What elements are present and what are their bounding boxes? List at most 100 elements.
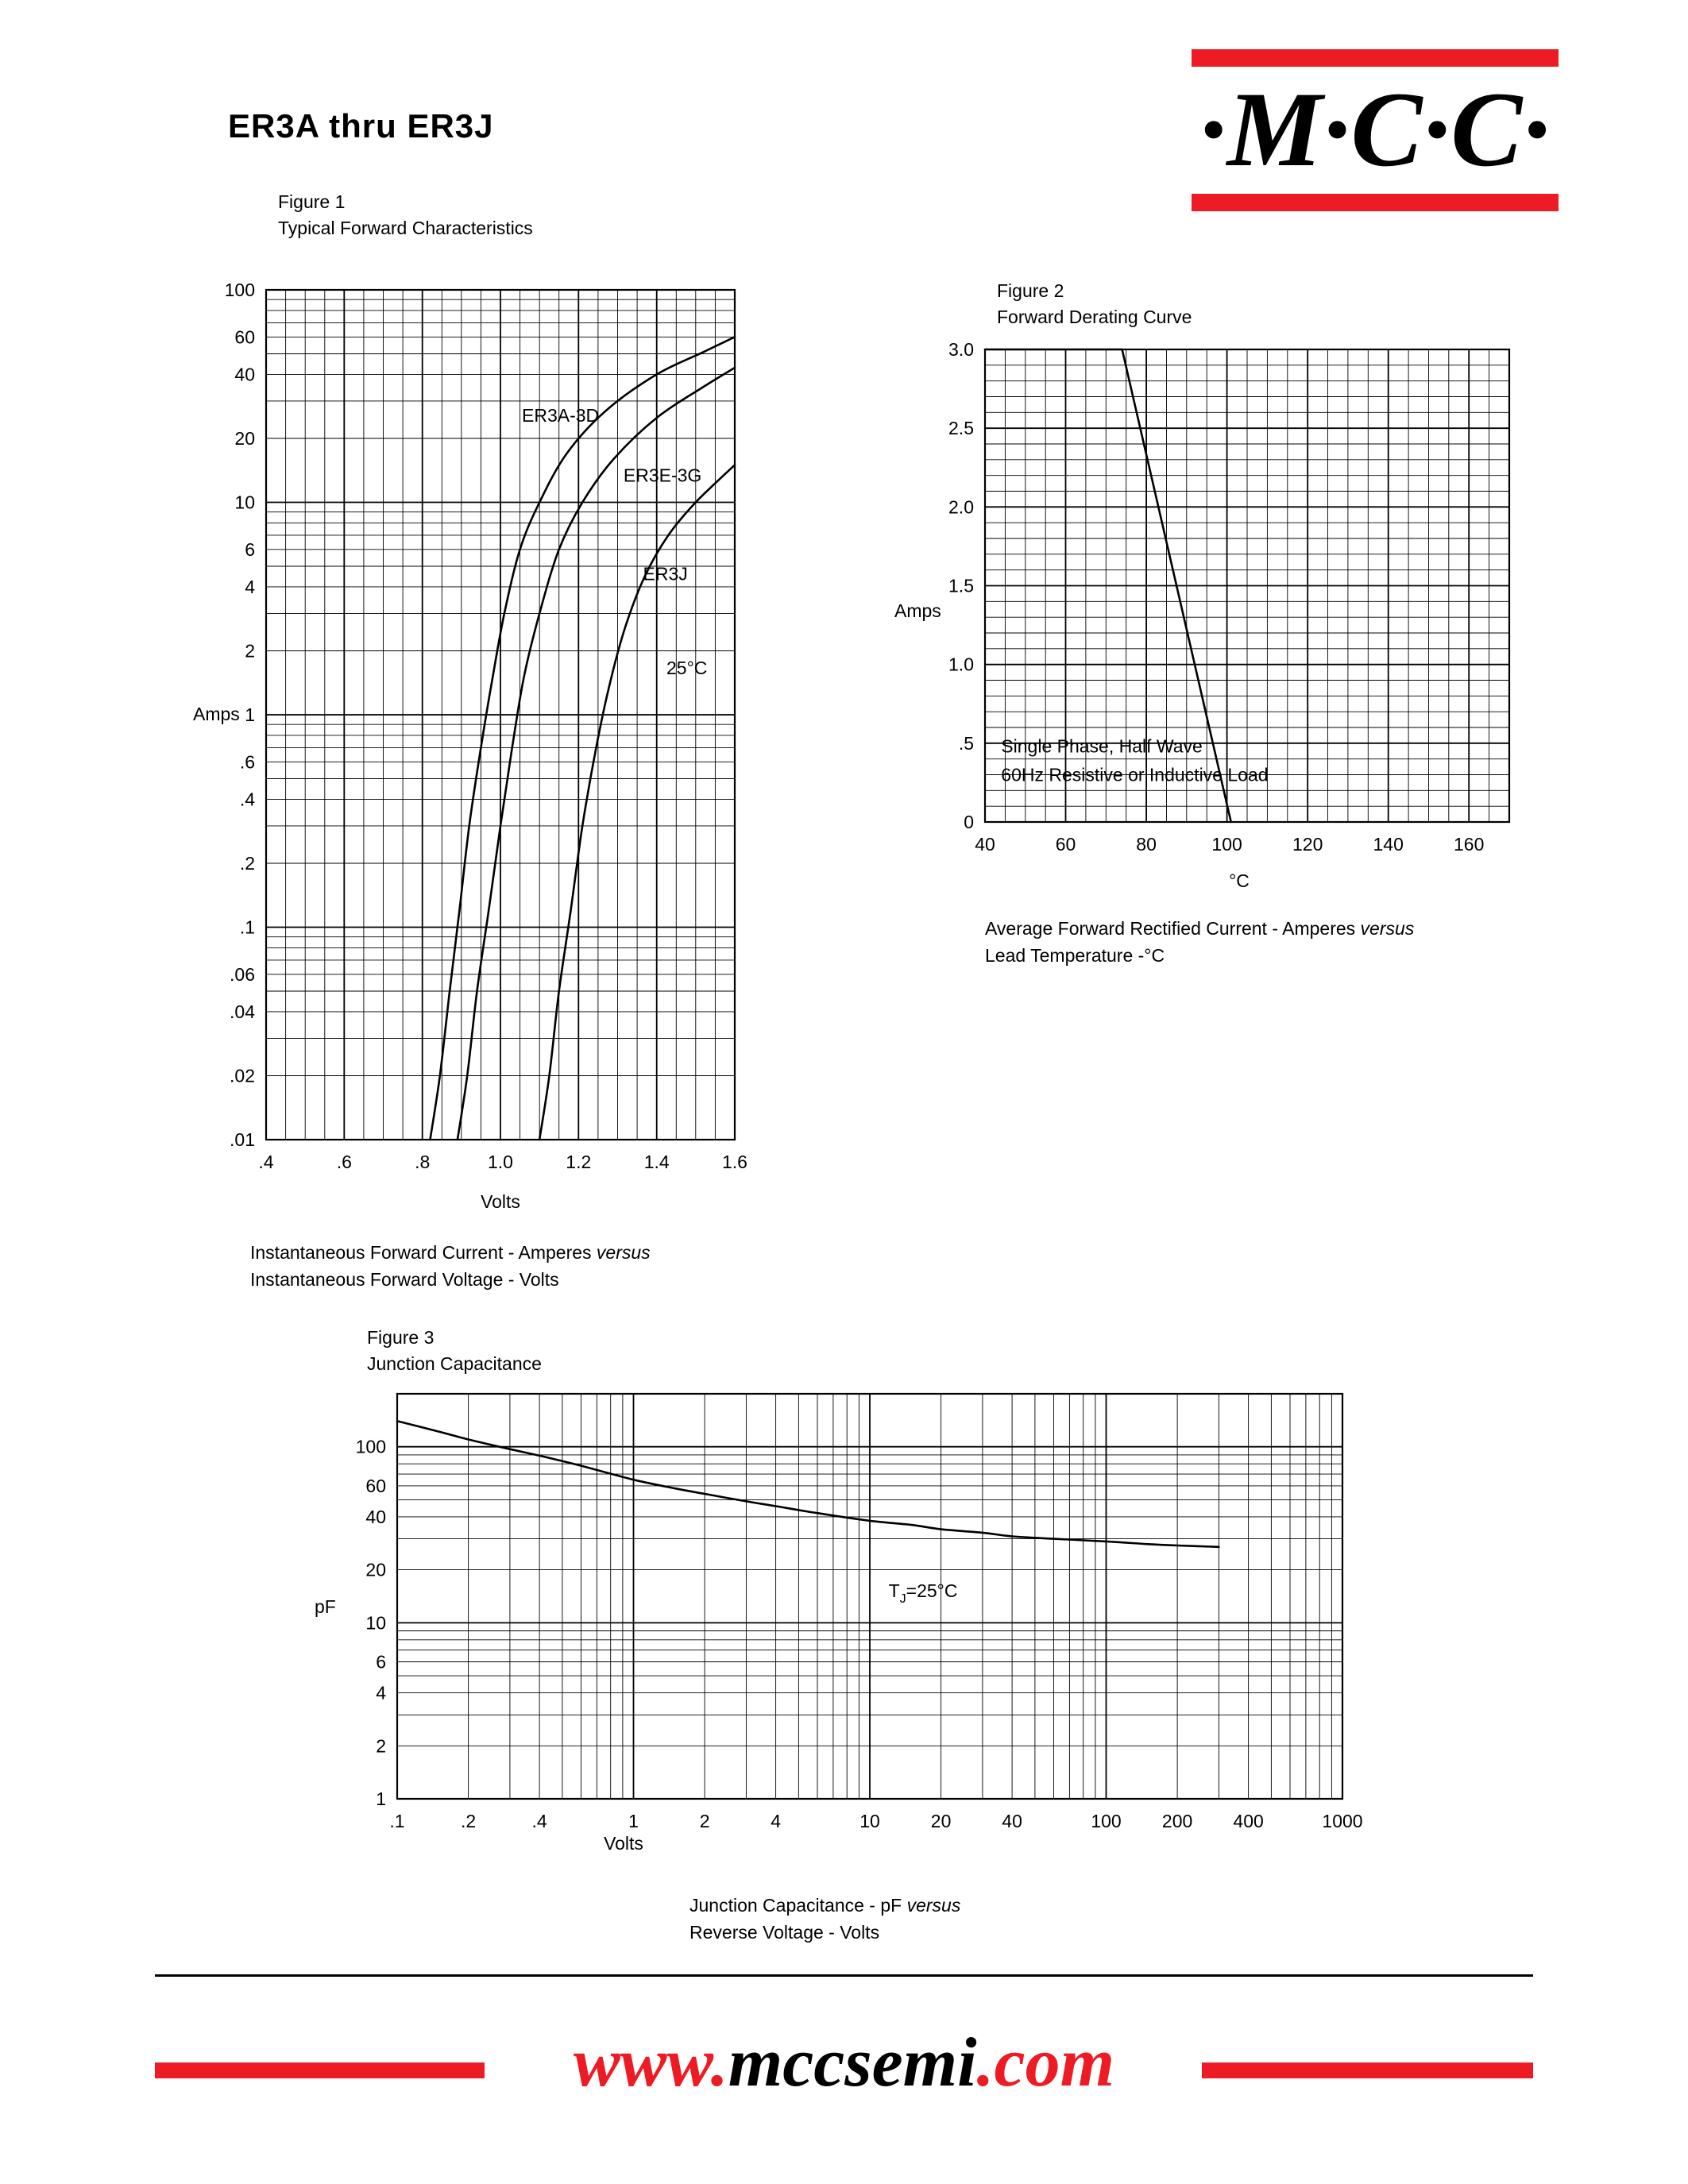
y-tick-label: 60 xyxy=(234,326,255,347)
x-tick-label: .4 xyxy=(532,1811,547,1831)
y-tick-label: 2 xyxy=(245,641,255,662)
x-tick-label: 1.0 xyxy=(488,1152,513,1172)
website-text: www.mccsemi.com xyxy=(0,2024,1688,2103)
x-tick-label: 100 xyxy=(1211,834,1242,855)
chart-annotation: 25°C xyxy=(666,658,707,678)
y-tick-label: 0 xyxy=(964,812,974,832)
figure2-chart: 40 60 80 100 120 140 160 3.0 2.5 2.0 1.5 1.0 .5 0 Sing… xyxy=(948,339,1511,855)
x-tick-label: 1000 xyxy=(1322,1811,1362,1831)
figure3-label: Figure 3 xyxy=(367,1327,435,1348)
grid xyxy=(265,289,736,1140)
figure3-heading: Figure 3 Junction Capacitance xyxy=(367,1325,542,1377)
caption-line: Instantaneous Forward Current - Amperes … xyxy=(250,1242,651,1263)
figure3-chart: .1 .2 .4 1 2 4 10 20 40 100 200 400 1000 100 60 40 20 10 6… xyxy=(356,1392,1363,1831)
x-tick-label: 100 xyxy=(1091,1811,1121,1831)
y-tick-label: 2.0 xyxy=(948,496,974,517)
logo-bar-top xyxy=(1192,49,1559,67)
y-tick-label: 10 xyxy=(365,1612,386,1633)
figure2-caption: Average Forward Rectified Current - Ampe… xyxy=(985,915,1414,969)
x-tick-label: 1.6 xyxy=(722,1152,747,1172)
website-domain: mccsemi xyxy=(728,2024,977,2101)
plot-border xyxy=(396,1392,1344,1800)
x-tick-label: 20 xyxy=(931,1811,952,1831)
figure2-xlabel: °C xyxy=(1229,870,1250,891)
x-tick-label: 4 xyxy=(771,1811,781,1831)
y-tick-label: 40 xyxy=(234,364,255,384)
x-tick-label: 200 xyxy=(1162,1811,1192,1831)
tick-labels: .4.6.8 1.0 1.2 1.4 1.6100604020106421.6.4.2.… xyxy=(225,280,747,1172)
figure1-xlabel: Volts xyxy=(481,1191,520,1212)
x-tick-label: 2 xyxy=(700,1811,710,1831)
chart-annotation: 60Hz Resistive or Inductive Load xyxy=(1001,764,1268,785)
series-ER3E-3G xyxy=(456,366,736,1141)
website-www: www. xyxy=(573,2024,728,2101)
figure1-heading: Figure 1 Typical Forward Characteristics xyxy=(278,189,533,241)
mcc-logo: ·M·C·C· xyxy=(1192,49,1559,211)
curves xyxy=(429,336,736,1141)
figure3-caption: Junction Capacitance - pF versus Reverse … xyxy=(689,1892,960,1946)
x-tick-label: 160 xyxy=(1454,834,1484,855)
y-tick-label: .4 xyxy=(240,789,255,809)
plot-border xyxy=(265,288,736,1141)
figure1-title: Typical Forward Characteristics xyxy=(278,218,533,238)
y-tick-label: 40 xyxy=(365,1507,386,1527)
page-title: ER3A thru ER3J xyxy=(228,107,494,145)
y-tick-label: .01 xyxy=(230,1129,255,1150)
y-tick-label: 1.0 xyxy=(948,654,974,675)
x-tick-label: 10 xyxy=(859,1811,880,1831)
website-com: .com xyxy=(976,2024,1115,2101)
y-tick-label: .6 xyxy=(240,751,255,772)
figure1-ylabel: Amps xyxy=(193,704,240,724)
y-tick-label: 1 xyxy=(245,704,255,725)
y-tick-label: 1.5 xyxy=(948,576,974,596)
footer-rule xyxy=(155,1974,1533,1977)
figure3-title: Junction Capacitance xyxy=(367,1353,542,1374)
series-junction-capacitance xyxy=(396,1420,1220,1549)
x-tick-label: 1.4 xyxy=(644,1152,670,1172)
x-tick-label: 1.2 xyxy=(566,1152,591,1172)
figure3-ylabel: pF xyxy=(315,1596,336,1617)
x-tick-label: 80 xyxy=(1136,834,1157,855)
figure2-heading: Figure 2 Forward Derating Curve xyxy=(997,278,1192,330)
footer-bar-left xyxy=(155,2062,485,2078)
chart-annotation: ER3A-3D xyxy=(522,405,599,426)
curves xyxy=(983,348,1232,824)
y-tick-label: 20 xyxy=(234,428,255,449)
tick-labels: .1 .2 .4 1 2 4 10 20 40 100 200 400 1000 100 60 40 20 10 6… xyxy=(356,1437,1363,1831)
figure1-label: Figure 1 xyxy=(278,191,346,212)
caption-line: Average Forward Rectified Current - Ampe… xyxy=(985,918,1415,939)
y-tick-label: 3.0 xyxy=(948,339,974,360)
x-tick-label: .2 xyxy=(461,1811,476,1831)
x-tick-label: 400 xyxy=(1233,1811,1263,1831)
y-tick-label: .1 xyxy=(240,917,255,938)
y-tick-label: 100 xyxy=(225,280,255,300)
chart-annotation: ER3E-3G xyxy=(624,465,701,486)
series-derating xyxy=(983,348,1232,824)
x-tick-label: .8 xyxy=(415,1152,430,1172)
y-tick-label: 60 xyxy=(365,1476,386,1496)
x-tick-label: .4 xyxy=(258,1152,273,1172)
footer-bar-right xyxy=(1202,2062,1533,2078)
y-tick-label: 6 xyxy=(376,1652,386,1673)
y-tick-label: 20 xyxy=(365,1560,386,1580)
figure2-label: Figure 2 xyxy=(997,280,1064,301)
figure1-caption: Instantaneous Forward Current - Amperes … xyxy=(250,1239,651,1293)
caption-line: Junction Capacitance - pF versus xyxy=(689,1895,961,1916)
x-tick-label: 1 xyxy=(628,1811,639,1831)
y-tick-label: 6 xyxy=(245,539,255,560)
logo-bar-bottom xyxy=(1192,194,1559,211)
x-tick-label: 140 xyxy=(1373,834,1404,855)
figure2-title: Forward Derating Curve xyxy=(997,307,1192,327)
tick-labels: 40 60 80 100 120 140 160 3.0 2.5 2.0 1.5 1.0 .5 0 xyxy=(948,339,1484,855)
series-ER3J xyxy=(538,464,736,1141)
y-tick-label: 2.5 xyxy=(948,418,974,438)
y-tick-label: 4 xyxy=(376,1683,386,1704)
figure1-chart: .4.6.8 1.0 1.2 1.4 1.6100604020106421.6.4.2.… xyxy=(225,280,747,1172)
plot-border xyxy=(983,348,1511,824)
y-tick-label: 4 xyxy=(245,577,255,597)
x-tick-label: .6 xyxy=(337,1152,352,1172)
x-tick-label: 60 xyxy=(1056,834,1076,855)
caption-line: Lead Temperature -°C xyxy=(985,945,1165,966)
chart-annotation: ER3J xyxy=(643,564,688,585)
figure2-ylabel: Amps xyxy=(894,600,941,621)
